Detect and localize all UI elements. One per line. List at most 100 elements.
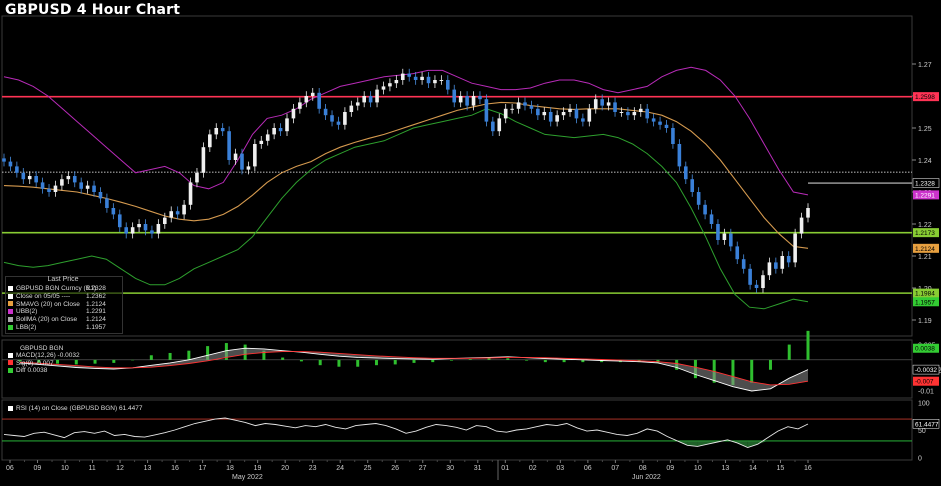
rsi-tag: 61.4477	[912, 419, 940, 429]
candle	[664, 124, 669, 128]
legend-label: Close on 05/05 ----	[16, 292, 71, 300]
candle	[349, 105, 354, 112]
candle	[343, 112, 347, 125]
candle	[291, 108, 296, 119]
level-tag-bg	[913, 92, 939, 102]
price-tag-label: 1.2291	[915, 192, 935, 199]
x-axis-label: 10	[61, 465, 69, 472]
price-tag-label: 1.1957	[915, 299, 935, 306]
candle	[105, 198, 109, 208]
candle	[741, 259, 746, 269]
candle	[214, 128, 219, 135]
x-axis-label: 03	[556, 465, 564, 472]
legend-label: UBB(2)	[16, 308, 38, 316]
candle	[72, 176, 77, 183]
macd-histogram-bar	[356, 359, 360, 367]
candle	[362, 96, 366, 103]
x-axis-label: 19	[254, 465, 262, 472]
candle	[806, 208, 810, 218]
candle	[175, 211, 180, 215]
candle	[458, 96, 463, 103]
upper-bollinger-band	[3, 66, 809, 196]
candle	[703, 204, 707, 215]
candle	[407, 73, 412, 77]
price-tag-bg	[913, 297, 939, 307]
price-legend-item: UBB(2)	[8, 308, 37, 315]
macd-histogram-bar	[56, 359, 60, 364]
candle	[259, 140, 264, 144]
x-axis-label: 16	[804, 465, 812, 472]
price-tag-label: 1.2328	[915, 181, 935, 188]
candle	[310, 92, 315, 96]
month-label-may: May 2022	[232, 474, 263, 481]
legend-swatch	[8, 285, 13, 291]
macd-axis-label: -0.01	[918, 388, 934, 395]
candle	[555, 115, 559, 122]
macd-histogram-bar	[393, 359, 397, 365]
macd-histogram-bar	[731, 359, 735, 386]
price-tag-bg	[913, 243, 939, 253]
candle	[227, 131, 231, 160]
candle	[47, 188, 51, 192]
x-axis-label: 16	[171, 465, 179, 472]
macd-histogram-bar	[468, 359, 472, 360]
candle	[767, 262, 772, 276]
candle	[516, 102, 521, 109]
x-axis-label: 09	[666, 465, 674, 472]
legend-swatch	[8, 309, 13, 315]
candle	[304, 96, 309, 103]
legend-swatch	[8, 360, 13, 366]
candle	[478, 96, 482, 100]
level-tag-label: 1.1984	[915, 291, 935, 298]
macd-histogram-bar	[600, 359, 604, 363]
candle	[240, 153, 244, 170]
macd-histogram-bar	[787, 344, 791, 360]
macd-tag-bg	[913, 343, 939, 353]
rsi-oversold-fill	[737, 440, 748, 448]
candle	[593, 99, 598, 109]
legend-swatch	[8, 301, 13, 307]
legend-swatch	[8, 405, 13, 411]
candle	[786, 256, 791, 263]
legend-label: Diff 0.0038	[16, 367, 48, 374]
candle	[143, 224, 148, 231]
rsi-oversold-fill	[697, 440, 708, 447]
legend-swatch	[8, 324, 13, 330]
candle	[561, 112, 566, 116]
candle	[323, 108, 328, 116]
candle	[529, 105, 534, 109]
macd-legend-item: Diff 0.0038	[8, 367, 47, 374]
candle	[60, 179, 64, 186]
candle	[98, 192, 103, 199]
candle	[278, 128, 283, 132]
legend-value: 1.2124	[86, 300, 106, 308]
candle	[548, 112, 553, 122]
x-axis-label: 18	[226, 465, 234, 472]
legend-label: SMAVG (20) on Close	[16, 300, 80, 308]
candle	[8, 161, 13, 167]
candle	[632, 112, 637, 116]
candle	[651, 118, 656, 122]
x-axis-label: 08	[639, 465, 647, 472]
candle	[671, 128, 675, 144]
candle	[613, 102, 617, 112]
macd-tag-bg	[912, 364, 940, 375]
x-axis-label: 11	[89, 465, 96, 472]
rsi-tag-bg	[912, 419, 940, 429]
candle	[400, 73, 405, 80]
x-axis-label: 09	[34, 465, 42, 472]
macd-histogram-bar	[450, 359, 454, 361]
candle	[413, 76, 418, 80]
candle	[471, 96, 476, 106]
candle	[729, 233, 733, 247]
candle	[188, 182, 193, 205]
candle	[574, 108, 579, 119]
x-axis-label: 13	[721, 465, 729, 472]
macd-histogram-bar	[318, 359, 322, 366]
candle	[619, 112, 624, 113]
candle	[606, 102, 611, 106]
level-tag-label: 1.2173	[915, 230, 935, 237]
candle	[683, 166, 688, 180]
x-axis-label: 25	[364, 465, 372, 472]
